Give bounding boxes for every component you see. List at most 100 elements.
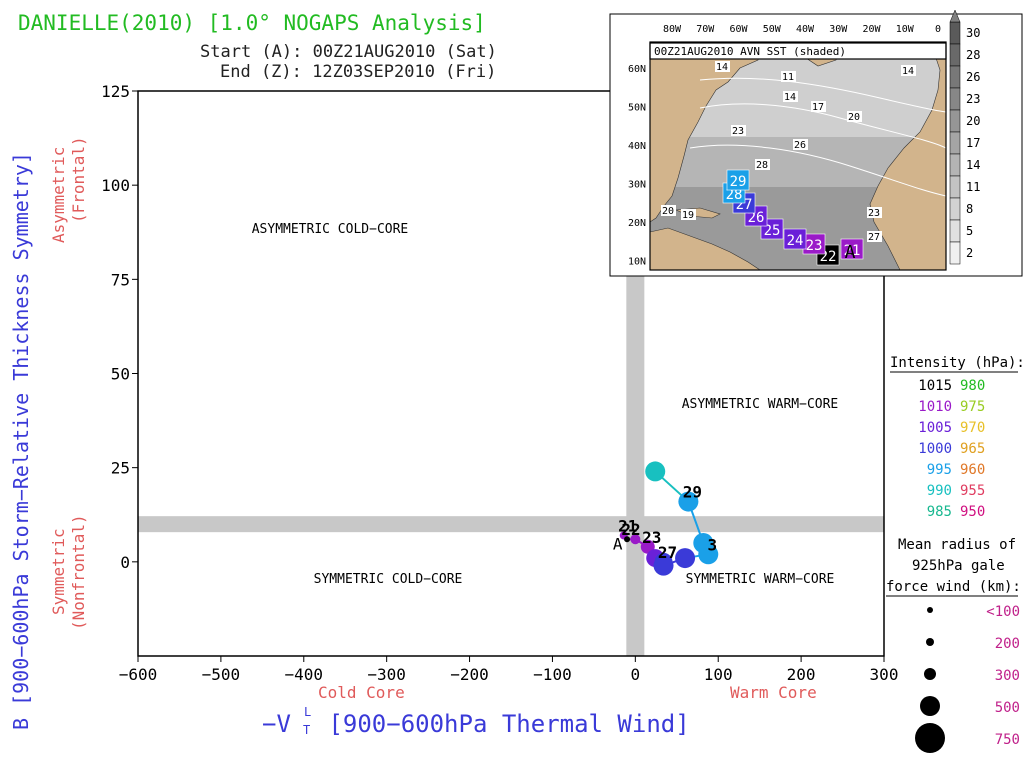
sst-colorbar-label: 2 xyxy=(966,246,973,260)
track-point xyxy=(645,461,666,482)
inset-track-day: 29 xyxy=(730,174,747,190)
contour-label-bg xyxy=(715,61,730,72)
inset-longitude-label: 60W xyxy=(729,24,748,35)
y-axis-label: B [900−600hPa Storm−Relative Thickness S… xyxy=(9,152,33,730)
y-tick-label: 0 xyxy=(120,553,130,572)
intensity-value-right: 970 xyxy=(960,420,985,436)
contour-label: 14 xyxy=(784,92,796,103)
inset-longitude-label: 80W xyxy=(663,24,682,35)
radius-legend-label: 200 xyxy=(995,636,1020,652)
sst-colorbar-label: 8 xyxy=(966,202,973,216)
contour-label: 19 xyxy=(682,210,694,221)
track-day-label: 27 xyxy=(658,543,677,562)
track-start-marker: A xyxy=(613,534,623,553)
sst-colorbar-label: 14 xyxy=(966,158,980,172)
track-day-label: 22 xyxy=(621,520,640,539)
x-axis-label-rest: [900−600hPa Thermal Wind] xyxy=(314,710,690,738)
x-axis-label: −V L T [900−600hPa Thermal Wind] xyxy=(262,705,690,738)
x-note-warm: Warm Core xyxy=(730,683,817,702)
inset-latitude-label: 20N xyxy=(628,218,646,229)
sst-colorbar-label: 30 xyxy=(966,26,980,40)
contour-label: 20 xyxy=(848,112,860,123)
inset-start-marker: A xyxy=(845,242,856,263)
track-day-label: 3 xyxy=(707,535,717,554)
x-tick-label: −400 xyxy=(285,665,324,684)
x-tick-label: 200 xyxy=(787,665,816,684)
radius-legend-dot xyxy=(926,638,934,646)
intensity-value-right: 975 xyxy=(960,399,985,415)
radius-legend-label: <100 xyxy=(986,604,1020,620)
quadrant-asymmetric-warm-core: ASYMMETRIC WARM−CORE xyxy=(682,397,839,412)
intensity-legend-title: Intensity (hPa): xyxy=(890,355,1024,371)
inset-latitude-label: 10N xyxy=(628,257,646,268)
sst-colorbar-label: 11 xyxy=(966,180,980,194)
inset-title: 00Z21AUG2010 AVN SST (shaded) xyxy=(654,45,846,58)
y-tick-label: 50 xyxy=(111,365,130,384)
y-note-asym-2: (Frontal) xyxy=(69,136,88,223)
radius-legend-label: 300 xyxy=(995,668,1020,684)
contour-label: 23 xyxy=(732,126,744,137)
intensity-value-right: 960 xyxy=(960,462,985,478)
radius-legend-dot xyxy=(927,607,933,613)
y-tick-label: 125 xyxy=(101,82,130,101)
sst-colorbar-label: 5 xyxy=(966,224,973,238)
sst-contour-1 xyxy=(699,103,947,149)
start-time: Start (A): 00Z21AUG2010 (Sat) xyxy=(200,42,497,62)
sst-colorbar-arrow xyxy=(949,9,961,23)
inset-track-day: 23 xyxy=(806,238,823,254)
contour-label: 14 xyxy=(902,66,914,77)
intensity-value-right: 965 xyxy=(960,441,985,457)
contour-label-bg xyxy=(793,139,808,150)
sst-colorbar-segment xyxy=(949,43,961,67)
chart-title: DANIELLE(2010) [1.0° NOGAPS Analysis] xyxy=(18,11,486,35)
track-day-label: 23 xyxy=(642,528,661,547)
inset-longitude-label: 40W xyxy=(796,24,815,35)
x-note-cold: Cold Core xyxy=(318,683,405,702)
intensity-value-left: 1015 xyxy=(918,378,952,394)
quadrant-asymmetric-cold-core: ASYMMETRIC COLD−CORE xyxy=(252,222,409,237)
intensity-value-left: 995 xyxy=(927,462,952,478)
y-note-asym-1: Asymmetric xyxy=(49,147,68,243)
contour-label-bg xyxy=(781,71,796,82)
inset-latitude-label: 40N xyxy=(628,141,646,152)
contour-label: 14 xyxy=(716,62,728,73)
contour-label: 23 xyxy=(868,208,880,219)
y-tick-label: 75 xyxy=(111,270,130,289)
sst-colorbar-label: 28 xyxy=(966,48,980,62)
radius-legend-title-1: Mean radius of xyxy=(898,537,1016,553)
x-tick-label: −300 xyxy=(367,665,406,684)
radius-legend-dot xyxy=(920,696,940,716)
track-day-label: 29 xyxy=(683,483,702,502)
sst-contour-3 xyxy=(699,77,947,113)
x-tick-label: −500 xyxy=(202,665,241,684)
contour-label-bg xyxy=(867,207,882,218)
contour-label-bg xyxy=(901,65,916,76)
inset-longitude-label: 20W xyxy=(862,24,881,35)
sst-colorbar-segment xyxy=(949,153,961,177)
quadrant-symmetric-cold-core: SYMMETRIC COLD−CORE xyxy=(314,572,463,587)
radius-legend-title-3: force wind (km): xyxy=(886,579,1021,595)
x-axis-label-main: −V xyxy=(262,710,291,738)
track-point xyxy=(678,491,699,512)
contour-label: 26 xyxy=(794,140,806,151)
intensity-value-left: 985 xyxy=(927,504,952,520)
y-tick-label: 25 xyxy=(111,459,130,478)
contour-label-bg xyxy=(783,91,798,102)
sst-colorbar-segment xyxy=(949,175,961,199)
inset-latitude-label: 60N xyxy=(628,64,646,75)
x-tick-label: 100 xyxy=(704,665,733,684)
sst-colorbar-label: 20 xyxy=(966,114,980,128)
contour-label: 20 xyxy=(662,206,674,217)
radius-legend-dot xyxy=(915,723,945,753)
contour-label-bg xyxy=(755,159,770,170)
track-point xyxy=(630,534,641,545)
inset-latitude-label: 30N xyxy=(628,180,646,191)
radius-legend-label: 750 xyxy=(995,732,1020,748)
inset-track-box xyxy=(726,169,750,191)
contour-label-bg xyxy=(811,101,826,112)
contour-label-bg xyxy=(847,111,862,122)
inset-track-box xyxy=(783,228,807,250)
sst-contour-2 xyxy=(689,144,947,197)
inset-longitude-label: 10W xyxy=(896,24,915,35)
